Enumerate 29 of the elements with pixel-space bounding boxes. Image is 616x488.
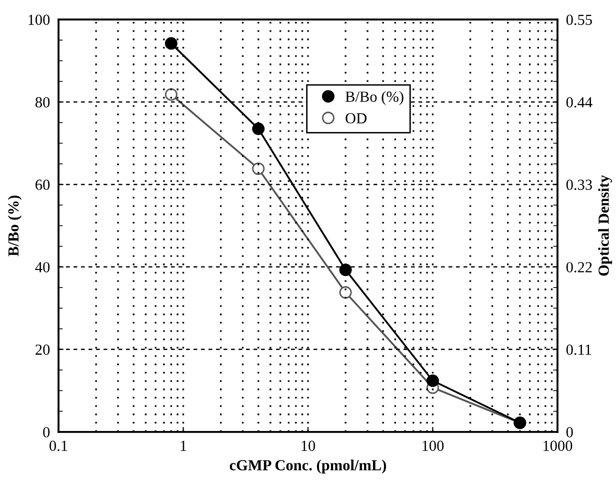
point [164, 37, 178, 50]
point [252, 162, 265, 175]
y2-tick-label: 0.44 [566, 97, 592, 108]
y-tick-label: 0 [43, 427, 50, 438]
y2-tick-label: 0.55 [566, 14, 592, 26]
y2-axis-title: Optical Density [598, 175, 612, 276]
x-tick-label: 1 [180, 440, 186, 451]
legend-label: B/Bo (%) [345, 91, 404, 105]
x-tick-label: 10 [302, 440, 316, 451]
point [339, 264, 352, 276]
point [339, 286, 352, 299]
y-axis-title: B/Bo (%) [8, 196, 22, 256]
y-tick-label: 40 [35, 262, 50, 272]
point [164, 88, 178, 101]
y-tick-label: 80 [35, 97, 50, 108]
y-tick-label: 20 [36, 344, 50, 355]
x-tick-label: 100 [422, 440, 444, 451]
legend-label: OD [346, 113, 366, 124]
y2-tick-label: 0 [566, 427, 573, 438]
point [252, 122, 265, 136]
y-tick-label: 60 [36, 180, 50, 190]
point [426, 374, 439, 387]
y2-tick-label: 0.11 [566, 344, 592, 355]
y-tick-label: 100 [28, 14, 50, 25]
x-axis-title: cGMP Conc. (pmol/mL) [230, 460, 386, 474]
y2-tick-label: 0.33 [566, 180, 592, 190]
x-tick-label: 1000 [544, 440, 572, 451]
y2-tick-label: 0.22 [566, 262, 592, 272]
x-tick-label: 0.1 [50, 440, 68, 452]
